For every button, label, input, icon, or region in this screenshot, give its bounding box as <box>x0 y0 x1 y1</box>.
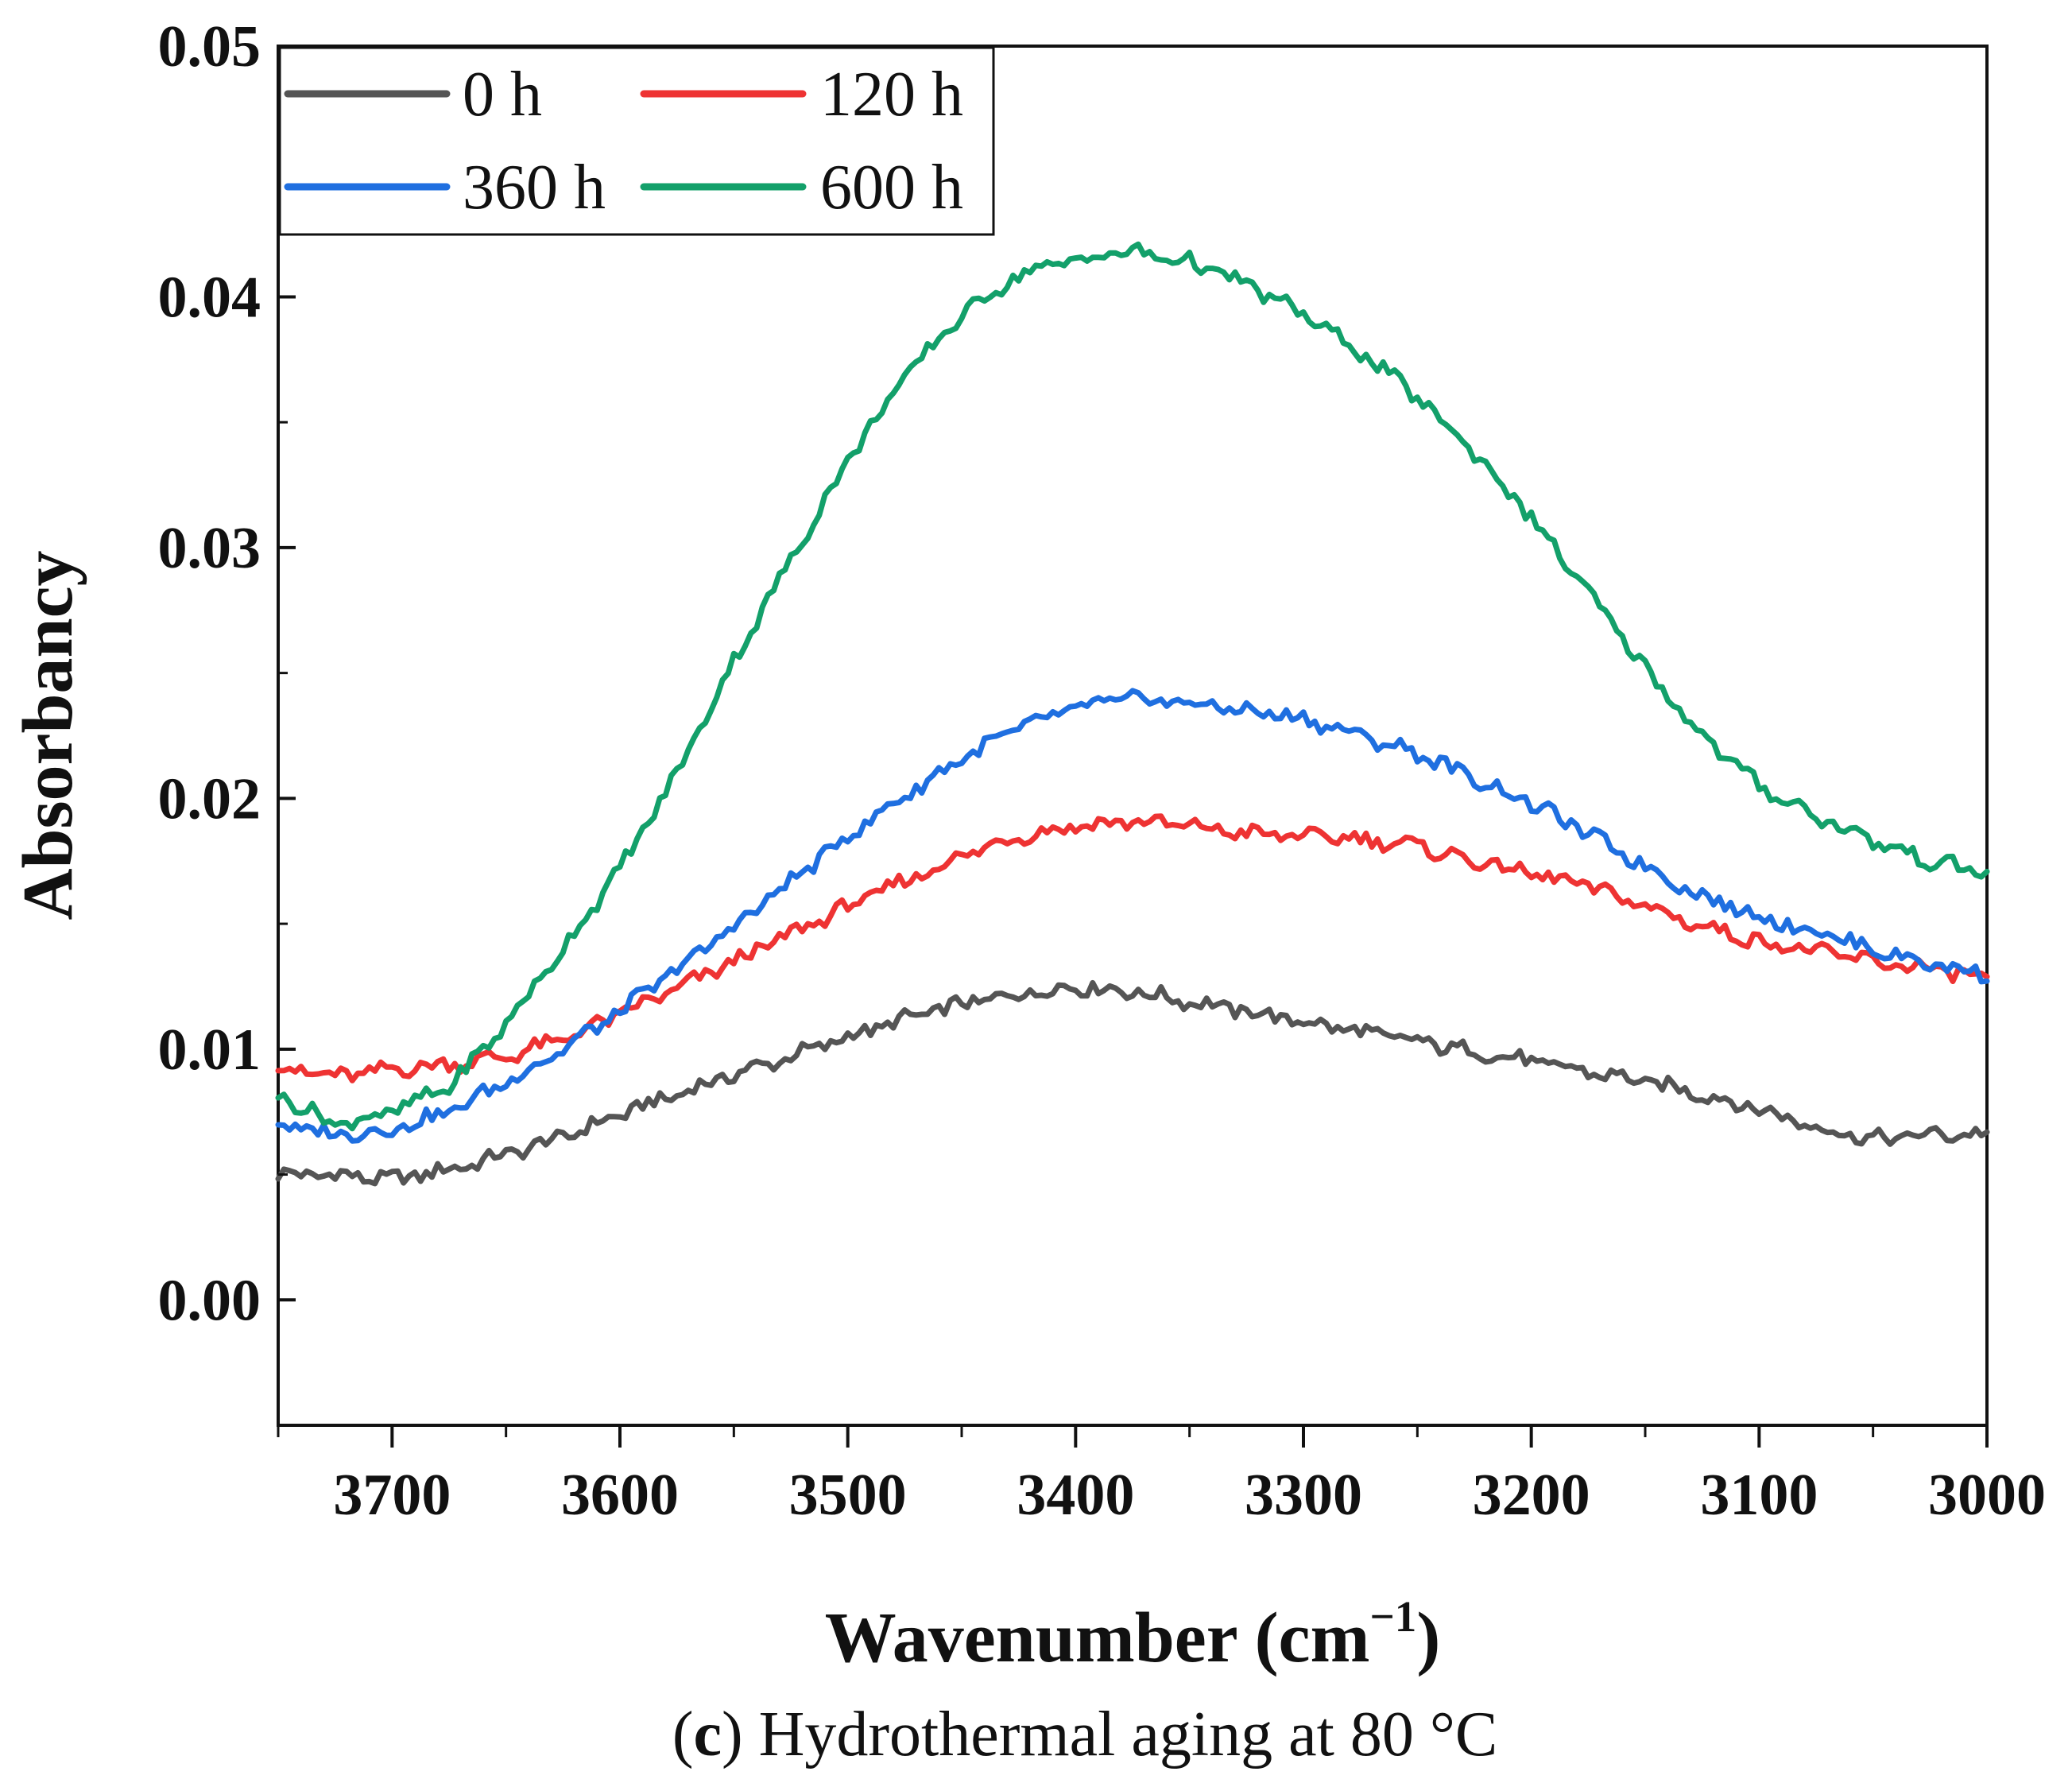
y-tick-label: 0.00 <box>158 1268 261 1333</box>
x-tick-label: 3600 <box>561 1463 679 1528</box>
y-tick-label: 0.02 <box>158 766 261 831</box>
legend-label-0-h: 0 h <box>463 60 542 130</box>
x-tick-label: 3400 <box>1017 1463 1134 1528</box>
figure-caption: (c) Hydrothermal aging at 80 °C <box>672 1700 1497 1769</box>
plot-frame <box>277 45 1989 1427</box>
legend-box <box>278 46 995 236</box>
y-tick-label: 0.01 <box>158 1017 261 1083</box>
legend-label-120-h: 120 h <box>820 60 963 130</box>
series-line-600-h <box>275 241 1990 1132</box>
x-axis-title-superscript: −1 <box>1369 1592 1416 1641</box>
y-tick-label: 0.04 <box>158 265 261 330</box>
y-axis: 0.00 0.01 0.02 0.03 0.04 0.05 <box>158 14 296 1427</box>
legend-label-360-h: 360 h <box>463 153 606 223</box>
x-tick-label: 3300 <box>1245 1463 1362 1528</box>
x-tick-label: 3100 <box>1700 1463 1818 1528</box>
x-axis-title-close: ) <box>1416 1599 1440 1677</box>
caption-letter: c <box>693 1700 722 1769</box>
caption-text: ) Hydrothermal aging at 80 °C <box>722 1700 1497 1769</box>
x-axis-title: Wavenumber (cm−1) <box>825 1592 1441 1677</box>
y-tick-label: 0.05 <box>158 14 261 79</box>
legend: 0 h 120 h 360 h 600 h <box>278 46 995 236</box>
series-layer <box>275 241 1990 1187</box>
x-tick-label: 3000 <box>1928 1463 2046 1528</box>
caption-prefix: ( <box>672 1700 694 1769</box>
legend-label-600-h: 600 h <box>820 153 963 223</box>
x-tick-label: 3500 <box>789 1463 907 1528</box>
y-axis-title: Absorbancy <box>9 550 87 920</box>
series-line-0-h <box>275 979 1990 1187</box>
x-tick-label: 3700 <box>333 1463 451 1528</box>
x-axis-title-main: Wavenumber (cm <box>825 1599 1370 1677</box>
series-line-120-h <box>275 813 1990 1083</box>
y-tick-label: 0.03 <box>158 516 261 581</box>
x-tick-label: 3200 <box>1473 1463 1590 1528</box>
series-line-360-h <box>275 688 1990 1144</box>
x-axis: 3700 3600 3500 3400 3300 3200 3100 3000 <box>277 1425 2046 1528</box>
